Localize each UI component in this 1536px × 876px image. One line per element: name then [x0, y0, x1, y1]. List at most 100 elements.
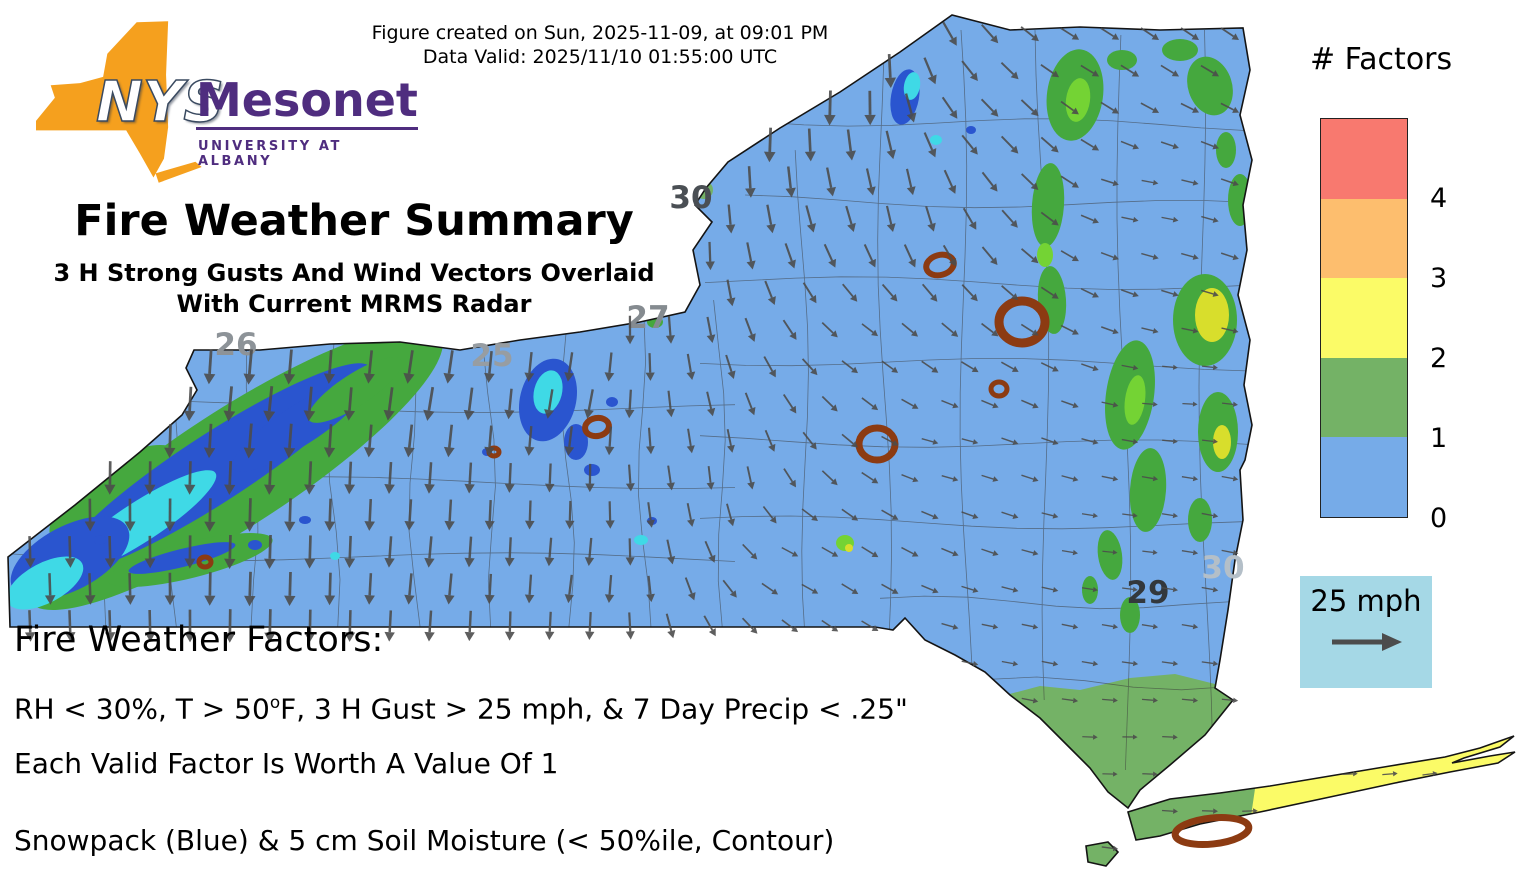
wind-arrow [725, 204, 736, 234]
wind-arrow [565, 500, 575, 530]
colorbar-segment-2 [1321, 278, 1407, 358]
wind-arrow [825, 167, 836, 197]
wind-arrow [1020, 323, 1039, 336]
subtitle-line2: With Current MRMS Radar [176, 290, 532, 319]
wind-arrow [564, 574, 574, 604]
wind-arrow [925, 206, 936, 232]
wind-arrow [726, 503, 735, 527]
wind-arrow [1040, 211, 1059, 226]
radar-echo [1120, 597, 1140, 633]
wind-arrow [184, 535, 196, 569]
radar-echo [1031, 163, 1065, 247]
wind-arrow [1081, 660, 1099, 667]
wind-arrow [244, 571, 256, 607]
wind-arrow [343, 387, 356, 421]
wind-arrow [981, 623, 999, 630]
wind-arrow [324, 572, 336, 606]
wind-arrow [263, 386, 276, 422]
wind-arrow [1220, 27, 1239, 40]
wind-arrow [981, 548, 999, 556]
wind-arrow [1200, 64, 1220, 77]
wind-arrow [746, 242, 756, 270]
wind-arrow [706, 391, 716, 417]
wind-arrow [861, 323, 879, 337]
wind-arrow [764, 429, 776, 452]
criteria-prefix: RH < 30%, T > 50 [14, 692, 270, 726]
wind-arrow [901, 546, 919, 557]
wind-arrow [1061, 623, 1079, 630]
wind-arrow [845, 205, 856, 232]
wind-arrow [704, 540, 716, 563]
wind-arrow [1201, 289, 1219, 297]
radar-echo [94, 535, 106, 545]
wind-arrow [881, 435, 899, 446]
colorbar-segment-3 [1321, 198, 1407, 279]
wind-arrow [1040, 64, 1060, 78]
wind-arrow [1061, 697, 1079, 704]
radar-echo [606, 397, 618, 407]
wind-arrow [684, 577, 696, 601]
wind-arrow [403, 350, 415, 384]
wind-arrow [1001, 586, 1019, 593]
wind-arrow [1201, 586, 1219, 593]
wind-arrow [841, 360, 858, 374]
wind-arrow [763, 127, 776, 163]
wind-arrow [921, 510, 939, 520]
wind-arrow [1020, 173, 1039, 191]
wind-arrow [1101, 401, 1119, 408]
wind-arrow [821, 395, 838, 412]
radar-echo [330, 552, 340, 560]
radar-echo [845, 544, 853, 552]
wind-arrow [264, 461, 276, 495]
logo-mesonet-text: Mesonet [196, 76, 418, 131]
wind-arrow [1120, 64, 1140, 77]
wind-arrow [1081, 512, 1098, 519]
wind-arrow [741, 617, 758, 634]
wind-arrow [961, 134, 978, 155]
wind-arrow [746, 466, 755, 490]
wind-arrow [863, 244, 876, 268]
wind-arrow [921, 438, 939, 445]
wind-arrow [923, 132, 937, 158]
wind-arrow [785, 166, 796, 198]
wind-arrow [881, 509, 899, 520]
wind-arrow [1422, 771, 1438, 777]
radar-echo [1195, 288, 1229, 342]
gust-label: 27 [626, 300, 669, 336]
radar-echo [1082, 576, 1098, 604]
wind-arrow [304, 609, 316, 643]
wind-arrow [1161, 660, 1179, 667]
radar-echo [533, 370, 563, 414]
wind-arrow [1122, 734, 1138, 740]
wind-arrow [204, 498, 216, 532]
wind-arrow [726, 429, 735, 453]
wind-arrow [1041, 586, 1059, 593]
factors-criteria-line: RH < 30%, T > 50oF, 3 H Gust > 25 mph, &… [14, 692, 1074, 725]
wind-arrow [104, 535, 116, 568]
wind-arrow [1041, 437, 1059, 446]
wind-arrow [1160, 64, 1180, 77]
wind-arrow [504, 388, 515, 420]
wind-arrow [763, 356, 776, 378]
wind-arrow [1102, 771, 1118, 777]
wind-arrow [941, 399, 959, 409]
wind-arrow [885, 130, 896, 160]
wind-arrow [981, 171, 998, 192]
wind-arrow [1061, 475, 1079, 482]
wind-arrow [545, 611, 555, 641]
wind-arrow [444, 499, 455, 531]
wind-arrow [84, 573, 96, 605]
wind-arrow [604, 426, 615, 456]
wind-arrow [766, 204, 776, 234]
wind-arrow [384, 536, 395, 568]
wind-arrow [1221, 475, 1239, 482]
wind-arrow [283, 349, 296, 385]
wind-arrow [861, 620, 879, 632]
wind-arrow [1101, 178, 1119, 187]
wind-arrow [961, 60, 978, 81]
state-outline [7, 14, 1516, 867]
wind-arrow [484, 573, 495, 605]
wind-arrow [404, 499, 415, 531]
wind-arrow [1061, 549, 1078, 556]
